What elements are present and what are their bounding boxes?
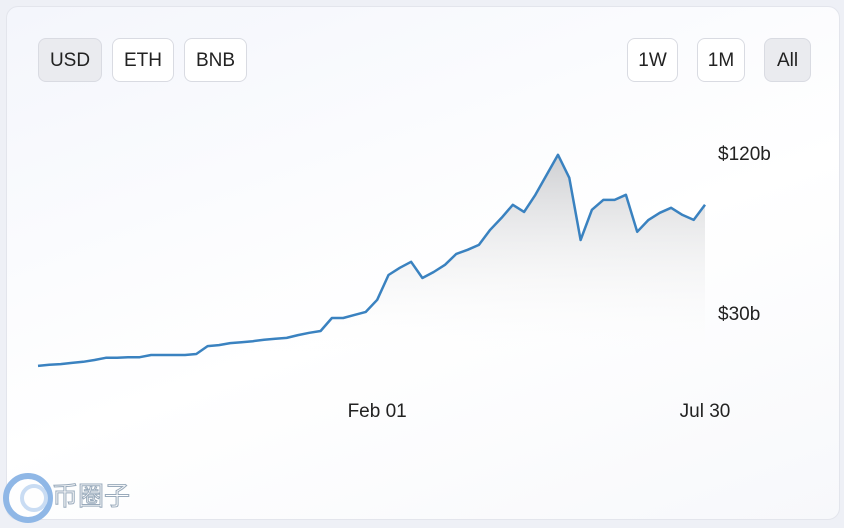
y-tick-label: $30b	[718, 304, 760, 325]
x-tick-label: Feb 01	[348, 401, 407, 422]
line	[37, 153, 707, 368]
currency-button[interactable]: USD	[38, 38, 102, 82]
range-button[interactable]: 1W	[627, 38, 678, 82]
range-button[interactable]: All	[764, 38, 811, 82]
range-button[interactable]: 1M	[697, 38, 745, 82]
y-tick-label: $120b	[718, 144, 771, 165]
currency-button[interactable]: BNB	[184, 38, 247, 82]
watermark-logo	[3, 473, 53, 523]
area	[38, 154, 705, 395]
watermark: 币圈子	[52, 481, 130, 511]
currency-button[interactable]: ETH	[112, 38, 174, 82]
x-tick-label: Jul 30	[680, 401, 731, 422]
